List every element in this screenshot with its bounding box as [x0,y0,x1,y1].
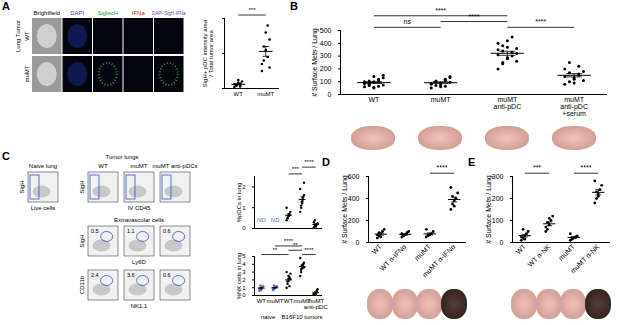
svg-text:****: **** [581,164,592,171]
svg-text:muMT: muMT [257,91,274,97]
svg-text:200: 200 [348,217,360,224]
svg-text:Ly6D: Ly6D [132,259,146,265]
svg-text:****: **** [304,159,314,165]
svg-text:WT: WT [368,96,380,103]
svg-text:SigH: SigH [79,180,85,193]
svg-text:0: 0 [328,91,332,98]
svg-text:Brightfield: Brightfield [33,10,60,16]
svg-text:muMTanti-pDC: muMTanti-pDC [494,96,522,111]
svg-text:muMT: muMT [131,163,148,169]
svg-text:0: 0 [356,239,360,246]
svg-text:3.6: 3.6 [127,272,135,278]
svg-text:400: 400 [348,195,360,202]
svg-text:ns: ns [404,18,412,25]
svg-text:DAPI: DAPI [70,10,84,16]
html-text:B: B [290,0,298,12]
svg-text:# Surface Mets / Lung: # Surface Mets / Lung [341,175,349,244]
svg-text:WT α-NK: WT α-NK [526,243,552,269]
svg-text:0.6: 0.6 [163,272,171,278]
svg-text:200: 200 [320,65,332,72]
svg-text:ND: ND [257,217,266,223]
svg-text:0: 0 [242,225,246,231]
svg-text:2: 2 [242,277,246,283]
svg-text:***: *** [533,164,541,171]
svg-text:Extravascular cells: Extravascular cells [114,217,164,223]
svg-text:SigH: SigH [79,234,85,247]
svg-text:0: 0 [500,239,504,246]
svg-text:muMT α-IFNα: muMT α-IFNα [421,243,457,279]
svg-text:%NK cells in lung: %NK cells in lung [236,253,242,300]
svg-text:B16F10 tumors: B16F10 tumors [282,314,323,320]
svg-text:4: 4 [242,261,246,267]
svg-text:2: 2 [242,184,246,190]
svg-text:400: 400 [320,40,332,47]
svg-text:muMT: muMT [293,297,311,304]
svg-text:Tumor lungs: Tumor lungs [105,154,138,160]
svg-text:100: 100 [320,78,332,85]
svg-text:****: **** [535,18,546,25]
svg-text:WT α-IFNα: WT α-IFNα [378,243,407,272]
svg-text:0.5: 0.5 [91,228,99,234]
svg-text:muMTanti-pDC: muMTanti-pDC [304,298,328,310]
svg-text:muMT: muMT [413,242,432,261]
svg-text:100: 100 [492,217,504,224]
svg-text:NK1.1: NK1.1 [131,303,148,309]
svg-text:IFNa: IFNa [132,10,146,16]
svg-text:muMT: muMT [24,65,30,82]
svg-text:Live cells: Live cells [31,205,56,211]
svg-text:Naive lung: Naive lung [29,163,57,169]
svg-text:naive: naive [261,314,276,320]
svg-text:CD11b: CD11b [79,275,85,294]
html-text:E: E [468,156,476,168]
svg-text:300: 300 [320,52,332,59]
svg-text:**: ** [293,242,298,248]
svg-text:WT: WT [257,298,267,304]
svg-text:300: 300 [492,173,504,180]
svg-text:WT: WT [514,242,527,255]
svg-text:****: **** [469,13,480,20]
svg-text:muMT anti-pDCs: muMT anti-pDCs [152,163,197,169]
svg-text:200: 200 [492,195,504,202]
svg-text:# Surface Mets / Lung: # Surface Mets / Lung [485,175,493,244]
svg-text:1.1: 1.1 [127,228,135,234]
svg-text:muMT: muMT [431,96,452,103]
svg-text:600: 600 [348,173,360,180]
svg-text:****: **** [435,7,446,14]
svg-text:3: 3 [242,269,246,275]
svg-text:WT: WT [370,242,383,255]
svg-text:**: ** [273,247,278,253]
svg-text:muMT: muMT [557,242,576,261]
svg-text:2.4: 2.4 [91,272,99,278]
svg-text:# Surface Mets / Lung: # Surface Mets / Lung [311,28,319,97]
svg-text:0: 0 [242,292,246,298]
svg-text:ND: ND [271,217,280,223]
html-text:A: A [2,0,10,12]
svg-text:0.6: 0.6 [163,228,171,234]
html-text:C: C [2,150,10,162]
svg-text:%pDCs in lung: %pDCs in lung [236,183,242,223]
svg-text:****: **** [284,238,294,244]
svg-text:IV CD45: IV CD45 [128,205,151,211]
svg-text:1: 1 [242,285,246,291]
svg-text:***: *** [292,166,300,172]
svg-text:DAPI-SigH-IFNa: DAPI-SigH-IFNa [152,11,186,16]
svg-text:****: **** [437,164,448,171]
svg-text:WT: WT [234,91,244,97]
html-text:D: D [322,156,330,168]
svg-text:muMT α-NK: muMT α-NK [569,243,601,275]
svg-text:muMTanti-pDC+serum: muMTanti-pDC+serum [560,96,588,117]
svg-text:500: 500 [320,27,332,34]
svg-text:1: 1 [242,205,246,211]
svg-text:WT: WT [284,298,294,304]
svg-text:muMT: muMT [266,298,283,304]
svg-text:5: 5 [242,253,246,259]
svg-text:***: *** [248,7,256,13]
svg-text:SigH+ pDC intensity area/ Tota: SigH+ pDC intensity area/ Total tumor ar… [202,19,214,87]
svg-text:Lung Tumor: Lung Tumor [15,20,21,52]
svg-text:SigH: SigH [19,180,25,193]
svg-text:SiglecH: SiglecH [97,10,118,16]
svg-text:WT: WT [24,31,30,41]
svg-text:WT: WT [98,163,108,169]
svg-text:****: **** [304,247,314,253]
